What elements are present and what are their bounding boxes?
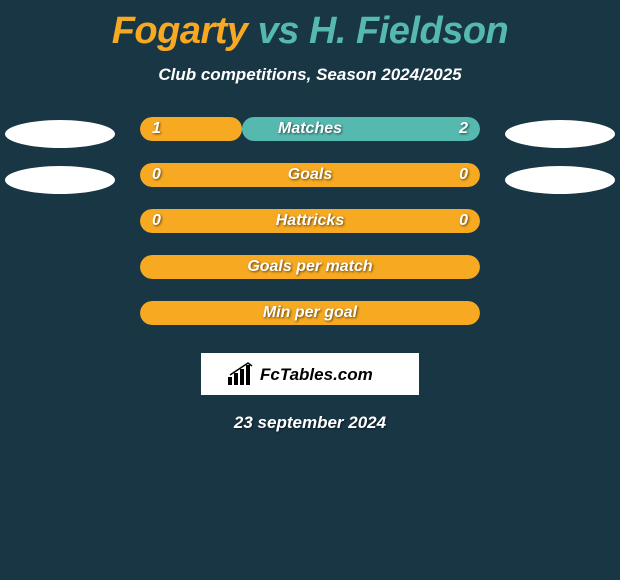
stat-bar: Goals per match <box>140 255 480 279</box>
title-left-player: Fogarty <box>112 10 248 52</box>
stat-label: Hattricks <box>140 209 480 233</box>
stat-row: Goals per match <box>0 255 620 301</box>
stat-rows: 12Matches 00Goals 00Hattricks Goals per mat… <box>0 117 620 347</box>
stat-label: Min per goal <box>140 301 480 325</box>
stat-row: 12Matches <box>0 117 620 163</box>
title-right-player: H. Fieldson <box>309 10 508 52</box>
stat-label: Matches <box>140 117 480 141</box>
stat-bar: 00Hattricks <box>140 209 480 233</box>
stat-label: Goals per match <box>140 255 480 279</box>
stat-bar: 00Goals <box>140 163 480 187</box>
stat-row: 00Goals <box>0 163 620 209</box>
brand-text: FcTables.com <box>260 365 373 384</box>
player-left-badge <box>5 166 115 194</box>
stat-bar: Min per goal <box>140 301 480 325</box>
player-left-badge <box>5 120 115 148</box>
subtitle: Club competitions, Season 2024/2025 <box>0 65 620 85</box>
fctables-logo-icon: FcTables.com <box>220 359 400 389</box>
player-right-badge <box>505 166 615 194</box>
stat-row: 00Hattricks <box>0 209 620 255</box>
brand-box: FcTables.com <box>201 353 419 395</box>
stat-bar: 12Matches <box>140 117 480 141</box>
comparison-title: Fogarty vs H. Fieldson <box>0 0 620 53</box>
date-label: 23 september 2024 <box>0 413 620 433</box>
stat-row: Min per goal <box>0 301 620 347</box>
stat-label: Goals <box>140 163 480 187</box>
title-vs: vs <box>258 10 299 52</box>
player-right-badge <box>505 120 615 148</box>
